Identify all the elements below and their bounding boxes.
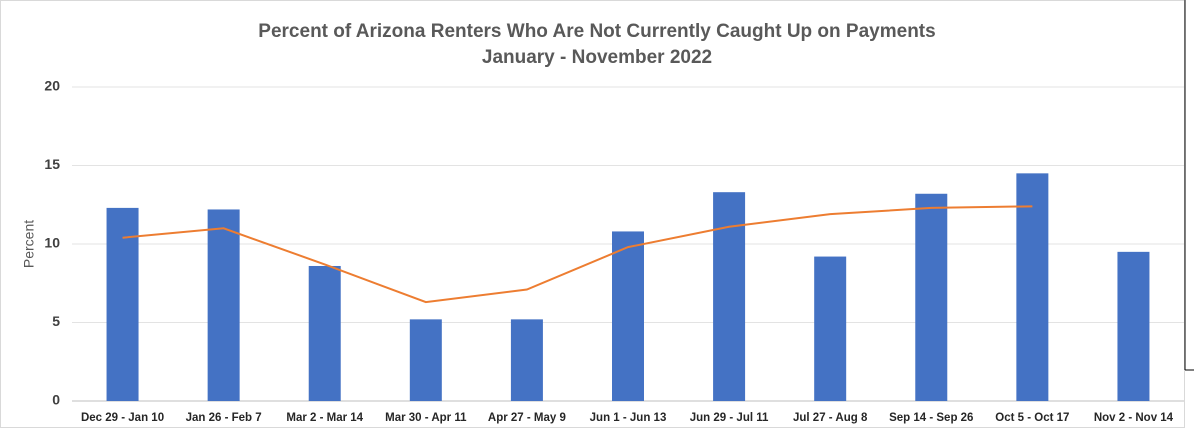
bar	[106, 207, 139, 401]
x-tick-label: Mar 2 - Mar 14	[286, 412, 363, 424]
chart-subtitle: January - November 2022	[482, 47, 712, 68]
y-tick-label: 0	[52, 392, 60, 408]
bar	[510, 319, 543, 401]
bar	[207, 209, 240, 401]
bar	[409, 319, 442, 401]
y-tick-label: 10	[44, 235, 60, 251]
x-tick-label: Oct 5 - Oct 17	[995, 412, 1069, 424]
x-tick-label: Jul 27 - Aug 8	[793, 412, 868, 424]
x-tick-label: Apr 27 - May 9	[488, 412, 566, 424]
x-tick-label: Dec 29 - Jan 10	[81, 412, 164, 424]
bar	[915, 193, 948, 401]
chart-title: Percent of Arizona Renters Who Are Not C…	[258, 21, 935, 42]
x-tick-label: Mar 30 - Apr 11	[385, 412, 467, 424]
bar	[713, 192, 746, 401]
bar	[814, 256, 847, 401]
bar	[1117, 251, 1150, 401]
bar	[612, 231, 644, 401]
x-tick-label: Nov 2 - Nov 14	[1094, 412, 1174, 424]
x-tick-label: Jun 1 - Jun 13	[590, 412, 667, 424]
bar	[1016, 173, 1049, 401]
y-tick-label: 5	[52, 313, 60, 329]
bar	[308, 265, 341, 401]
x-tick-label: Jan 26 - Feb 7	[186, 412, 262, 424]
y-tick-label: 20	[44, 78, 60, 94]
x-tick-label: Jun 29 - Jul 11	[690, 412, 769, 424]
x-tick-label: Sep 14 - Sep 26	[889, 412, 973, 424]
y-axis-label: Percent	[21, 220, 37, 268]
y-tick-label: 15	[44, 156, 60, 172]
line	[122, 205, 1033, 304]
